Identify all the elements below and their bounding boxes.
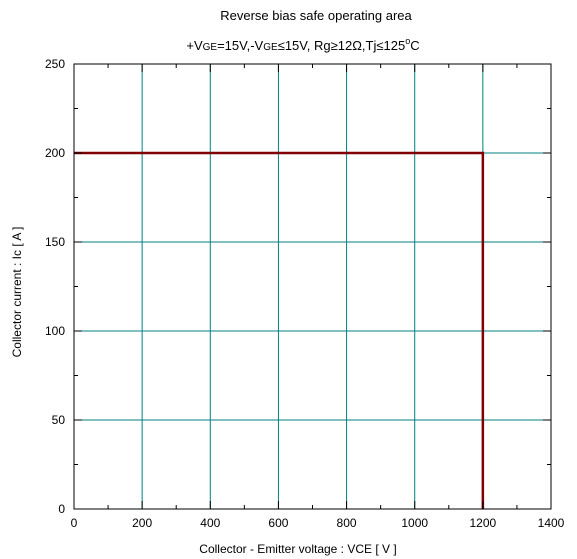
axis-ticks bbox=[73, 63, 552, 510]
x-tick-label: 1000 bbox=[401, 516, 428, 530]
y-tick-label: 0 bbox=[58, 502, 65, 516]
subtitle-part: =15V,-V bbox=[217, 38, 263, 53]
x-tick-label: 1400 bbox=[538, 516, 565, 530]
subtitle-part: C bbox=[410, 38, 419, 53]
x-axis-label: Collector - Emitter voltage : VCE [ V ] bbox=[199, 542, 396, 556]
series-layer bbox=[74, 151, 485, 509]
plot-frame bbox=[73, 63, 552, 510]
x-tick-label: 600 bbox=[268, 516, 288, 530]
y-tick-label: 250 bbox=[45, 57, 65, 71]
chart-subtitle: +VGE=15V,-VGE≤15V, Rg≥12Ω,Tj≤125oC bbox=[186, 36, 419, 53]
x-tick-label: 0 bbox=[71, 516, 78, 530]
y-tick-label: 100 bbox=[45, 324, 65, 338]
y-axis-label: Collector current : Ic [ A ] bbox=[10, 227, 24, 358]
subtitle-part: 15V, Rg bbox=[285, 38, 331, 53]
grid bbox=[74, 64, 551, 509]
tick-labels: 0 200 400 600 800 1000 1200 1400 0 50 100 150 200 250 bbox=[45, 57, 565, 530]
subtitle-subscript: GE bbox=[263, 42, 278, 53]
x-tick-label: 1200 bbox=[470, 516, 497, 530]
x-tick-label: 400 bbox=[200, 516, 220, 530]
x-tick-label: 800 bbox=[337, 516, 357, 530]
rbsoa-boundary-line bbox=[74, 151, 485, 509]
subtitle-subscript: GE bbox=[203, 42, 218, 53]
x-tick-label: 200 bbox=[132, 516, 152, 530]
subtitle-superscript: o bbox=[405, 36, 410, 46]
y-tick-label: 150 bbox=[45, 235, 65, 249]
y-tick-label: 50 bbox=[52, 413, 66, 427]
chart-title: Reverse bias safe operating area bbox=[220, 8, 412, 23]
subtitle-symbol: ≤ bbox=[376, 38, 383, 53]
subtitle-symbol: ≥ bbox=[331, 38, 338, 53]
subtitle-part: 12Ω,Tj bbox=[338, 38, 377, 53]
y-tick-label: 200 bbox=[45, 146, 65, 160]
subtitle-symbol: ≤ bbox=[278, 38, 285, 53]
subtitle-part: +V bbox=[186, 38, 203, 53]
subtitle-part: 125 bbox=[384, 38, 406, 53]
